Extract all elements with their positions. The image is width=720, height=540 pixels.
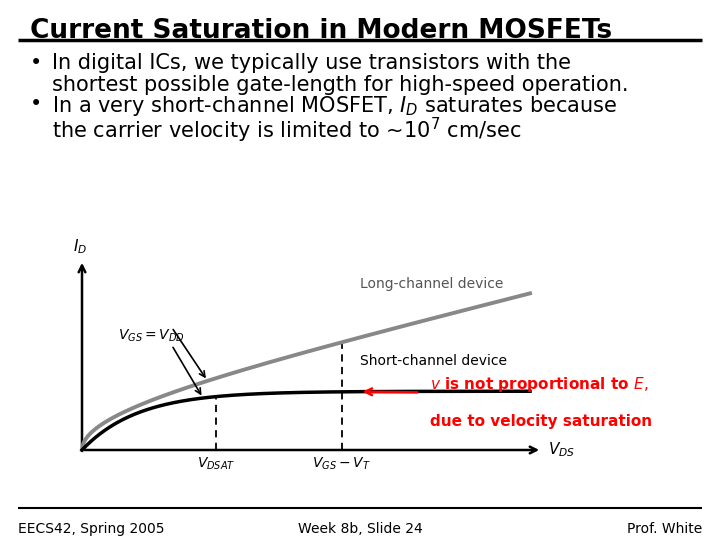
Text: shortest possible gate-length for high-speed operation.: shortest possible gate-length for high-s… xyxy=(52,75,629,95)
Text: EECS42, Spring 2005: EECS42, Spring 2005 xyxy=(18,522,164,536)
Text: Prof. White: Prof. White xyxy=(626,522,702,536)
Text: $V_{DS}$: $V_{DS}$ xyxy=(548,441,575,460)
Text: Week 8b, Slide 24: Week 8b, Slide 24 xyxy=(297,522,423,536)
Text: $V_{GS} - V_T$: $V_{GS} - V_T$ xyxy=(312,456,372,472)
Text: $I_D$: $I_D$ xyxy=(73,237,87,256)
Text: In a very short-channel MOSFET, $\mathit{I}_D$ saturates because: In a very short-channel MOSFET, $\mathit… xyxy=(52,94,618,118)
Text: $V_{DSAT}$: $V_{DSAT}$ xyxy=(197,456,235,472)
Text: $V_{GS} = V_{DD}$: $V_{GS} = V_{DD}$ xyxy=(118,328,184,345)
Text: •: • xyxy=(30,53,42,73)
Text: Long-channel device: Long-channel device xyxy=(360,277,503,291)
Text: $\mathit{v}$ is not proportional to $\mathbf{\mathit{E}},$: $\mathit{v}$ is not proportional to $\ma… xyxy=(430,375,649,394)
Text: the carrier velocity is limited to ~$10^7$ cm/sec: the carrier velocity is limited to ~$10^… xyxy=(52,116,521,145)
Text: In digital ICs, we typically use transistors with the: In digital ICs, we typically use transis… xyxy=(52,53,571,73)
Text: •: • xyxy=(30,94,42,114)
Text: Short-channel device: Short-channel device xyxy=(360,354,507,368)
Text: Current Saturation in Modern MOSFETs: Current Saturation in Modern MOSFETs xyxy=(30,18,612,44)
Text: due to velocity saturation: due to velocity saturation xyxy=(430,414,652,429)
